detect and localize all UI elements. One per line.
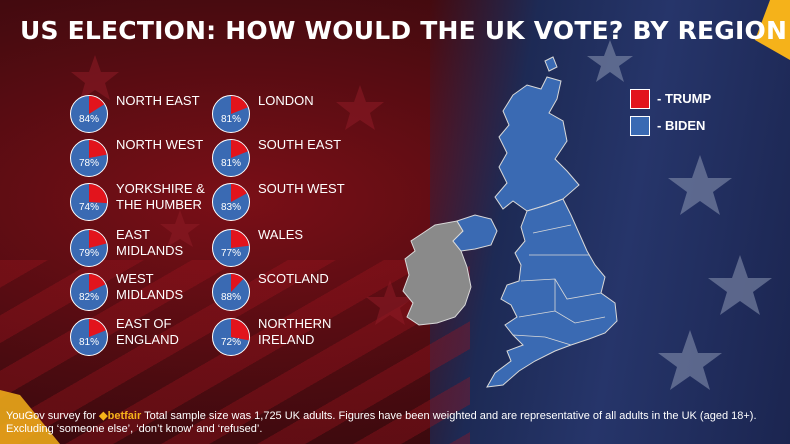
pie-svg <box>212 273 250 311</box>
pie-slice-trump <box>231 96 248 114</box>
pie-block: 81% EAST OF ENGLAND <box>70 316 208 356</box>
region-label: WEST MIDLANDS <box>116 271 184 302</box>
pie-svg <box>70 273 108 311</box>
pie-chart: 74% <box>70 183 108 221</box>
region-label: NORTH WEST <box>116 137 204 152</box>
region-label: YORKSHIRE & THE HUMBER <box>116 181 205 212</box>
region-label: EAST OF ENGLAND <box>116 316 179 347</box>
pie-slice-trump <box>231 319 249 341</box>
pie-slice-trump <box>231 274 244 292</box>
pie-percent-label: 79% <box>78 248 99 259</box>
pie-chart: 79% <box>70 229 108 267</box>
pie-block: 83% SOUTH WEST <box>212 181 350 221</box>
pie-block: 82% WEST MIDLANDS <box>70 271 208 311</box>
pie-block: 72% NORTHERN IRELAND <box>212 316 350 356</box>
pie-chart: 82% <box>70 273 108 311</box>
pie-percent-label: 72% <box>220 337 241 348</box>
legend-biden-label: - BIDEN <box>657 118 706 133</box>
chart-title: US ELECTION: HOW WOULD THE UK VOTE? BY R… <box>20 16 788 45</box>
pie-chart: 88% <box>212 273 250 311</box>
pie-svg <box>212 183 250 221</box>
pie-slice-trump <box>89 274 106 292</box>
uk-map <box>402 56 618 388</box>
pie-percent-label: 77% <box>220 248 241 259</box>
pie-slice-trump <box>89 319 106 337</box>
corner-accent-bottom <box>0 390 60 444</box>
pie-block: 81% LONDON <box>212 93 350 133</box>
region-borders <box>512 224 606 346</box>
footer-prefix: YouGov survey for <box>6 410 97 422</box>
pie-percent-label: 82% <box>78 292 99 303</box>
legend-trump: - TRUMP <box>630 88 711 109</box>
region-label: NORTH EAST <box>116 93 200 108</box>
pie-chart: 81% <box>212 95 250 133</box>
region-label: SOUTH EAST <box>258 137 342 152</box>
footer-note: YouGov survey for ◆betfair Total sample … <box>6 410 757 436</box>
pie-slice-trump <box>231 140 248 158</box>
pie-chart: 84% <box>70 95 108 133</box>
pie-percent-label: 84% <box>78 114 99 125</box>
scotland-shape <box>494 76 580 212</box>
pie-percent-label: 81% <box>220 158 241 169</box>
pie-slice-trump <box>231 230 249 248</box>
betfair-brand-text: betfair <box>107 410 142 422</box>
pie-block: 74% YORKSHIRE & THE HUMBER <box>70 181 208 221</box>
region-label: EAST MIDLANDS <box>116 227 184 258</box>
legend-biden: - BIDEN <box>630 115 711 136</box>
pie-block: 88% SCOTLAND <box>212 271 350 311</box>
pie-chart: 81% <box>212 139 250 177</box>
pie-chart: 83% <box>212 183 250 221</box>
pie-svg <box>212 95 250 133</box>
orkney-shape <box>544 56 558 72</box>
pie-svg <box>70 229 108 267</box>
pie-percent-label: 81% <box>78 337 99 348</box>
pie-block: 78% NORTH WEST <box>70 137 208 177</box>
biden-swatch <box>630 115 650 136</box>
region-label: SCOTLAND <box>258 271 329 286</box>
footer-line2: Excluding ‘someone else’, ‘don’t know’ a… <box>6 423 263 435</box>
region-label: NORTHERN IRELAND <box>258 316 332 347</box>
pie-slice-trump <box>89 140 107 158</box>
pie-block: 77% WALES <box>212 227 350 267</box>
pie-block: 84% NORTH EAST <box>70 93 208 133</box>
pie-chart: 81% <box>70 318 108 356</box>
footer-line1: Total sample size was 1,725 UK adults. F… <box>144 410 757 422</box>
region-label: WALES <box>258 227 304 242</box>
northern-ireland-shape <box>452 214 498 252</box>
betfair-logo: ◆betfair <box>99 410 142 422</box>
pie-slice-trump <box>231 184 247 202</box>
pie-percent-label: 74% <box>78 202 99 213</box>
pie-svg <box>212 139 250 177</box>
pie-percent-label: 83% <box>220 202 241 213</box>
pie-svg <box>212 229 250 267</box>
pie-svg <box>70 183 108 221</box>
region-label: LONDON <box>258 93 314 108</box>
region-label: SOUTH WEST <box>258 181 345 196</box>
trump-swatch <box>630 88 650 109</box>
pie-chart: 77% <box>212 229 250 267</box>
pie-block: 79% EAST MIDLANDS <box>70 227 208 267</box>
pie-percent-label: 88% <box>220 292 241 303</box>
pie-svg <box>70 139 108 177</box>
pie-block: 81% SOUTH EAST <box>212 137 350 177</box>
legend-trump-label: - TRUMP <box>657 91 712 106</box>
pie-slice-trump <box>89 230 107 248</box>
pie-svg <box>212 318 250 356</box>
corner-accent-top <box>755 0 790 60</box>
pie-svg <box>70 318 108 356</box>
england-wales-shape <box>486 198 618 388</box>
pie-chart: 72% <box>212 318 250 356</box>
pie-percent-label: 81% <box>220 114 241 125</box>
legend: - TRUMP - BIDEN <box>630 88 711 142</box>
pie-svg <box>70 95 108 133</box>
pie-chart: 78% <box>70 139 108 177</box>
pie-slice-trump <box>89 96 105 114</box>
pie-percent-label: 78% <box>78 158 99 169</box>
pie-slice-trump <box>89 184 107 204</box>
